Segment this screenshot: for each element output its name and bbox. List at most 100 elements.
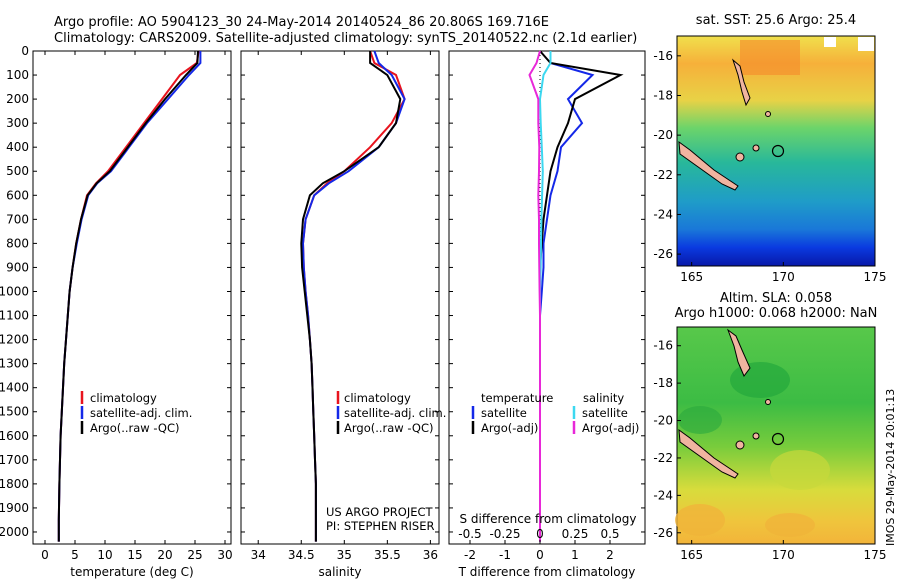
s-tick-label: -0.25: [489, 527, 520, 541]
x-tick-label: 34.5: [288, 548, 315, 562]
x-tick-label: 5: [71, 548, 79, 562]
island: [765, 111, 771, 117]
depth-tick-label: 600: [6, 188, 29, 202]
lat-tick-label: -16: [653, 339, 673, 353]
salinity-panel-frame: [240, 50, 440, 545]
depth-tick-label: 500: [6, 164, 29, 178]
legend-label-argo: Argo(..raw -QC): [90, 421, 180, 435]
depth-tick-label: 1900: [0, 501, 29, 515]
legend-label-t-satellite: satellite: [481, 406, 527, 420]
x-tick-label: 36: [423, 548, 438, 562]
temperature-xlabel: temperature (deg C): [70, 565, 193, 579]
loyalty-island: [735, 440, 745, 450]
sla-map-warm-patch: [765, 513, 815, 537]
depth-tick-label: 1500: [0, 405, 29, 419]
header-line2: Climatology: CARS2009. Satellite-adjuste…: [54, 31, 637, 46]
lat-tick-label: -26: [653, 247, 673, 261]
temperature-line-argo-raw-qc-: [57, 50, 199, 542]
sla-map: [675, 326, 876, 545]
x-tick-label: -1: [499, 548, 511, 562]
salinity-series: [300, 50, 406, 542]
sst-map-title: sat. SST: 25.6 Argo: 25.4: [696, 13, 856, 28]
x-tick-label: 15: [127, 548, 142, 562]
difference-line-salinity-argo-adj-: [528, 50, 541, 542]
lon-tick-label: 175: [864, 548, 887, 562]
sla-map-title1: Altim. SLA: 0.058: [720, 291, 832, 306]
salinity-legend: climatology satellite-adj. clim. Argo(..…: [336, 391, 446, 435]
x-tick-label: 30: [217, 548, 232, 562]
sst-map-missing-data: [824, 37, 836, 47]
depth-tick-label: 1200: [0, 333, 29, 347]
difference-top-axis-label: S difference from climatology: [460, 512, 637, 526]
depth-tick-label: 0: [21, 44, 29, 58]
x-tick-label: 0: [41, 548, 49, 562]
x-tick-label: 10: [97, 548, 112, 562]
x-tick-label: 35.5: [374, 548, 401, 562]
lon-tick-label: 175: [864, 270, 887, 284]
sst-map: [676, 35, 876, 267]
legend-label-argo: Argo(..raw -QC): [344, 421, 434, 435]
temperature-legend: climatology satellite-adj. clim. Argo(..…: [80, 391, 192, 435]
s-tick-label: 0.25: [562, 527, 589, 541]
lat-tick-label: -16: [653, 49, 673, 63]
lat-tick-label: -26: [653, 526, 673, 540]
s-tick-label: -0.5: [458, 527, 481, 541]
lat-tick-label: -20: [653, 128, 673, 142]
vanuatu-islands: [726, 328, 751, 377]
sst-map-ticks: -16 -18 -20 -22 -24 -26 165 170 175: [653, 49, 886, 284]
x-tick-label: 25: [187, 548, 202, 562]
depth-tick-label: 200: [6, 92, 29, 106]
depth-tick-label: 2000: [0, 525, 29, 539]
sla-map-dark-patch: [730, 362, 790, 398]
depth-tick-label: 100: [6, 68, 29, 82]
sla-map-title2: Argo h1000: 0.068 h2000: NaN: [675, 306, 878, 321]
argo-float-marker: [771, 432, 785, 446]
sst-map-warm-patch: [740, 40, 800, 75]
credit-pi: PI: STEPHEN RISER: [326, 519, 435, 533]
legend-label-satellite: satellite-adj. clim.: [344, 406, 446, 420]
legend-title-temperature: temperature: [481, 391, 553, 405]
difference-x-ticks: -2 -1 0 1 2 -0.5 -0.25 0 0.25 0.5: [458, 527, 619, 562]
salinity-line-climatology: [301, 50, 406, 542]
legend-label-climatology: climatology: [90, 391, 157, 405]
legend-label-satellite: satellite-adj. clim.: [90, 406, 192, 420]
sla-map-warm-patch: [770, 450, 830, 490]
depth-tick-label: 1000: [0, 284, 29, 298]
lat-tick-label: -24: [653, 207, 673, 221]
depth-axis: 0 100 200 300 400 500 600 700 800 900 1000 1100 1200…: [0, 44, 645, 539]
difference-series: [528, 50, 624, 544]
lat-tick-label: -22: [653, 451, 673, 465]
depth-tick-label: 300: [6, 116, 29, 130]
depth-tick-label: 1100: [0, 309, 29, 323]
legend-title-salinity: salinity: [583, 391, 624, 405]
x-tick-label: 1: [571, 548, 579, 562]
loyalty-island: [735, 152, 745, 162]
sla-map-ticks: -16 -18 -20 -22 -24 -26 165 170 175: [653, 339, 886, 562]
legend-label-t-argo: Argo(-adj): [481, 421, 538, 435]
argo-float-marker: [771, 144, 785, 158]
vanuatu-islands: [731, 58, 751, 107]
depth-tick-label: 1600: [0, 429, 29, 443]
salinity-xlabel: salinity: [318, 565, 361, 579]
x-tick-label: 35: [337, 548, 352, 562]
loyalty-island: [752, 432, 760, 440]
sla-map-warm-patch: [675, 504, 725, 536]
x-tick-label: 0: [536, 548, 544, 562]
depth-tick-label: 700: [6, 212, 29, 226]
salinity-x-ticks: 34 34.5 35 35.5 36: [251, 51, 438, 562]
s-tick-label: 0: [536, 527, 544, 541]
x-tick-label: -2: [464, 548, 476, 562]
difference-legend: temperature salinity satellite Argo(-adj…: [471, 391, 639, 435]
temperature-panel-frame: [32, 50, 232, 545]
x-tick-label: 2: [606, 548, 614, 562]
sla-map-dark-patch: [678, 406, 722, 434]
credit-project: US ARGO PROJECT: [326, 505, 434, 519]
legend-label-climatology: climatology: [344, 391, 411, 405]
timestamp-stamp: IMOS 29-May-2014 20:01:13: [884, 389, 897, 546]
x-tick-label: 20: [157, 548, 172, 562]
legend-label-s-satellite: satellite: [582, 406, 628, 420]
lat-tick-label: -24: [653, 488, 673, 502]
x-tick-label: 34: [251, 548, 266, 562]
new-caledonia-landmass: [678, 140, 739, 191]
